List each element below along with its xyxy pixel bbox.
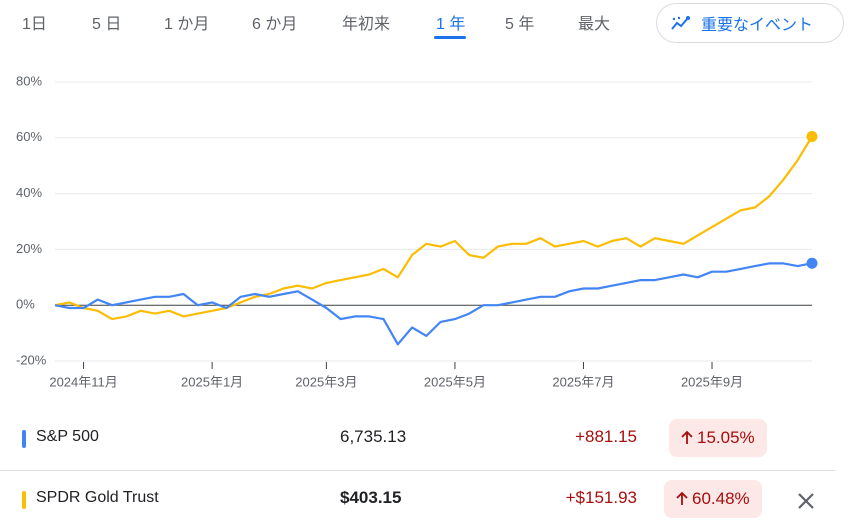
range-tab[interactable]: 最大 (578, 16, 611, 33)
chart: -20% 0% 20% 40% 60% 80% 2024年11月 2025年1月 2025年3月… (16, 73, 818, 389)
percent-text: 60.48% (692, 489, 750, 508)
percent-text: 15.05% (697, 428, 755, 447)
up-arrow (681, 431, 693, 444)
range-tab[interactable]: 5 年 (505, 16, 535, 33)
x-tick-label: 2025年1月 (181, 374, 243, 389)
y-tick-label: -20% (16, 352, 47, 367)
stock-price: 6,735.13 (340, 427, 407, 446)
stock-name: SPDR Gold Trust (36, 489, 159, 506)
end-point (806, 257, 818, 269)
y-tick-label: 20% (16, 241, 42, 256)
price-change: +881.15 (575, 427, 637, 446)
x-tick-label: 2025年3月 (295, 374, 357, 389)
events-icon (671, 16, 690, 30)
price-change: +$151.93 (565, 488, 637, 507)
legend-swatch (22, 430, 26, 448)
range-tab[interactable]: 6 か月 (252, 16, 298, 33)
up-arrow (676, 492, 688, 505)
active-tab-indicator (434, 36, 466, 39)
stock-row: S&P 500 6,735.13 +881.15 15.05% (0, 408, 835, 468)
y-tick-label: 0% (16, 297, 35, 312)
arrow-shape (676, 492, 688, 505)
y-tick-label: 80% (16, 73, 42, 88)
stock-row: SPDR Gold Trust $403.15 +$151.93 60.48% (0, 469, 835, 529)
x-tick-label: 2025年7月 (552, 374, 614, 389)
remove-button[interactable] (795, 490, 817, 512)
series-line (54, 262, 813, 346)
range-tab[interactable]: 1 か月 (164, 16, 210, 33)
y-tick-label: 40% (16, 185, 42, 200)
range-tab[interactable]: 5 日 (92, 16, 122, 33)
stock-name: S&P 500 (36, 428, 99, 445)
series-line (54, 135, 813, 321)
percent-change: 15.05% (669, 419, 767, 457)
events-label: 重要なイベント (701, 17, 814, 34)
stock-price: $403.15 (340, 488, 402, 507)
events-button[interactable]: 重要なイベント (656, 3, 844, 43)
range-tab[interactable]: 1日 (22, 16, 47, 33)
x-tick-label: 2025年9月 (681, 374, 743, 389)
legend-swatch (22, 491, 26, 509)
row-divider (0, 470, 835, 471)
end-point (806, 130, 818, 142)
range-tab[interactable]: 1 年 (436, 16, 466, 33)
y-tick-label: 60% (16, 129, 42, 144)
percent-change: 60.48% (664, 480, 762, 518)
x-tick-label: 2024年11月 (49, 374, 117, 389)
range-tab[interactable]: 年初来 (342, 16, 391, 33)
arrow-shape (681, 431, 693, 444)
x-tick-label: 2025年5月 (424, 374, 486, 389)
